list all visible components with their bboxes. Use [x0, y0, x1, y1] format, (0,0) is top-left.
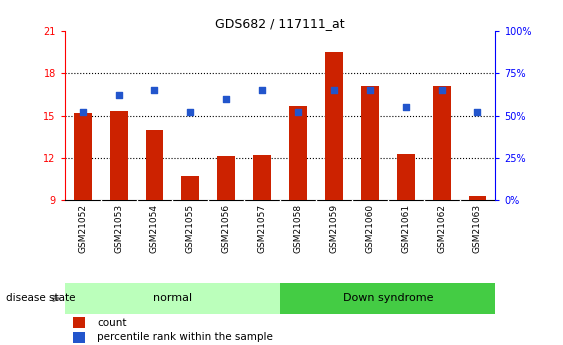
Point — [186, 109, 195, 115]
Text: GSM21061: GSM21061 — [401, 204, 410, 254]
Title: GDS682 / 117111_at: GDS682 / 117111_at — [215, 17, 345, 30]
Text: GSM21052: GSM21052 — [78, 204, 87, 253]
Text: GSM21054: GSM21054 — [150, 204, 159, 253]
Point — [150, 87, 159, 93]
Bar — [217, 156, 235, 200]
Text: count: count — [97, 318, 127, 328]
Text: GSM21058: GSM21058 — [293, 204, 302, 254]
Text: GSM21055: GSM21055 — [186, 204, 195, 254]
Text: GSM21062: GSM21062 — [437, 204, 446, 253]
Point — [401, 104, 410, 110]
Point — [437, 87, 446, 93]
Bar — [145, 130, 163, 200]
Text: GSM21057: GSM21057 — [258, 204, 267, 254]
Point — [473, 109, 482, 115]
Point — [365, 87, 374, 93]
Bar — [289, 106, 307, 200]
Point — [222, 96, 231, 101]
Text: disease state: disease state — [6, 294, 75, 303]
Point — [114, 92, 123, 98]
Text: GSM21053: GSM21053 — [114, 204, 123, 254]
Text: percentile rank within the sample: percentile rank within the sample — [97, 332, 273, 342]
Bar — [468, 196, 486, 200]
Bar — [325, 52, 343, 200]
Bar — [65, 283, 280, 314]
Point — [293, 109, 302, 115]
Point — [78, 109, 87, 115]
Bar — [280, 283, 495, 314]
Bar — [253, 155, 271, 200]
Text: normal: normal — [153, 294, 192, 303]
Text: GSM21060: GSM21060 — [365, 204, 374, 254]
Bar — [397, 154, 415, 200]
Bar — [181, 176, 199, 200]
Text: GSM21059: GSM21059 — [329, 204, 338, 254]
Point — [258, 87, 267, 93]
Text: GSM21056: GSM21056 — [222, 204, 231, 254]
Bar — [74, 113, 92, 200]
Bar — [110, 111, 128, 200]
Bar — [73, 332, 85, 343]
Text: GSM21063: GSM21063 — [473, 204, 482, 254]
Bar — [73, 317, 85, 328]
Bar — [432, 86, 450, 200]
Text: Down syndrome: Down syndrome — [342, 294, 433, 303]
Point — [329, 87, 338, 93]
Bar — [361, 86, 379, 200]
